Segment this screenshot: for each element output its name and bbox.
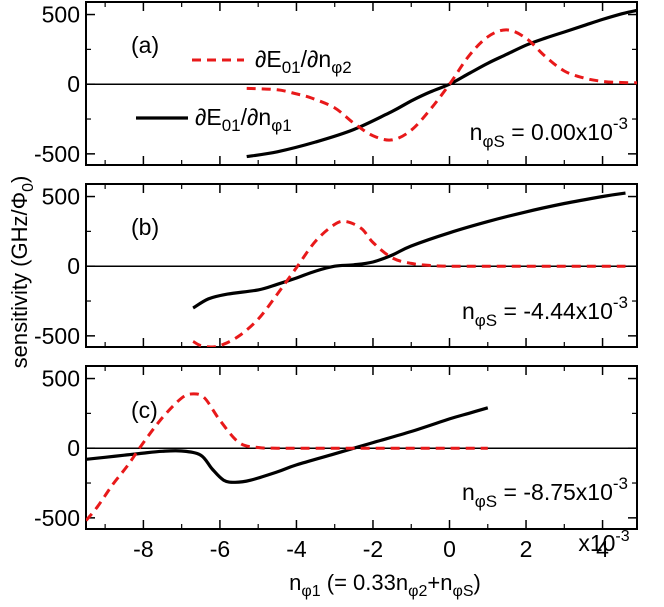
series-line-dE01/dnphi1 xyxy=(192,191,626,310)
x-tick-label: -6 xyxy=(210,536,230,562)
series-group xyxy=(192,191,626,347)
y-tick-label: 0 xyxy=(67,71,80,97)
panel-label: (c) xyxy=(131,397,158,423)
x-tick-label: 0 xyxy=(443,536,456,562)
y-tick-label: -500 xyxy=(34,323,80,349)
legend-label-dE01-dnphi1: ∂E01/∂nφ1 xyxy=(195,104,292,135)
x-tick-label: 4 xyxy=(596,536,609,562)
x-tick-labels: -8 -6 -4 -2 0 2 4 xyxy=(133,536,609,562)
x-tick-label: -2 xyxy=(363,536,383,562)
x-tick-label: 2 xyxy=(520,536,533,562)
y-tick-label: 500 xyxy=(42,184,80,210)
y-tick-label: -500 xyxy=(34,141,80,167)
panel-2: 500 0 -500 (c) nφS = -8.75x10-3 xyxy=(34,365,638,531)
y-tick-label: 0 xyxy=(67,253,80,279)
panel-annotation: nφS = 0.00x10-3 xyxy=(470,114,628,151)
panel-1: 500 0 -500 (b) nφS = -4.44x10-3 xyxy=(34,183,638,349)
y-axis-title: sensitivity (GHz/Φ0) xyxy=(7,176,37,369)
series-group xyxy=(246,8,637,159)
y-tick-label: 500 xyxy=(42,2,80,28)
series-line-dE01/dnphi1 xyxy=(86,406,489,484)
series-line-dE01/dnphi1 xyxy=(246,8,637,159)
x-axis-title: nφ1 (= 0.33nφ2+nφS) xyxy=(289,570,481,600)
x-tick-label: -8 xyxy=(133,536,153,562)
x-tick-label: -4 xyxy=(286,536,307,562)
panel-annotation: nφS = -8.75x10-3 xyxy=(462,474,628,511)
series-line-dE01/dnphi2 xyxy=(246,28,637,142)
panel-0: 500 0 -500 (a) nφS = 0.00x10-3 xyxy=(34,1,638,167)
series-line-dE01/dnphi2 xyxy=(192,219,626,347)
panel-label: (b) xyxy=(131,214,159,240)
legend: ∂E01/∂nφ2 ∂E01/∂nφ1 xyxy=(136,46,352,135)
panel-annotation: nφS = -4.44x10-3 xyxy=(462,293,628,330)
panel-label: (a) xyxy=(131,32,159,58)
panels-layer: 500 0 -500 (a) nφS = 0.00x10-3 500 0 -500 (b) nφS… xyxy=(34,1,638,562)
y-tick-label: 500 xyxy=(42,366,80,392)
legend-label-dE01-dnphi2: ∂E01/∂nφ2 xyxy=(255,46,352,77)
series-group xyxy=(86,392,489,522)
y-tick-label: 0 xyxy=(67,435,80,461)
x-axis-exponent: x10-3 xyxy=(578,528,629,556)
y-tick-label: -500 xyxy=(34,505,80,531)
